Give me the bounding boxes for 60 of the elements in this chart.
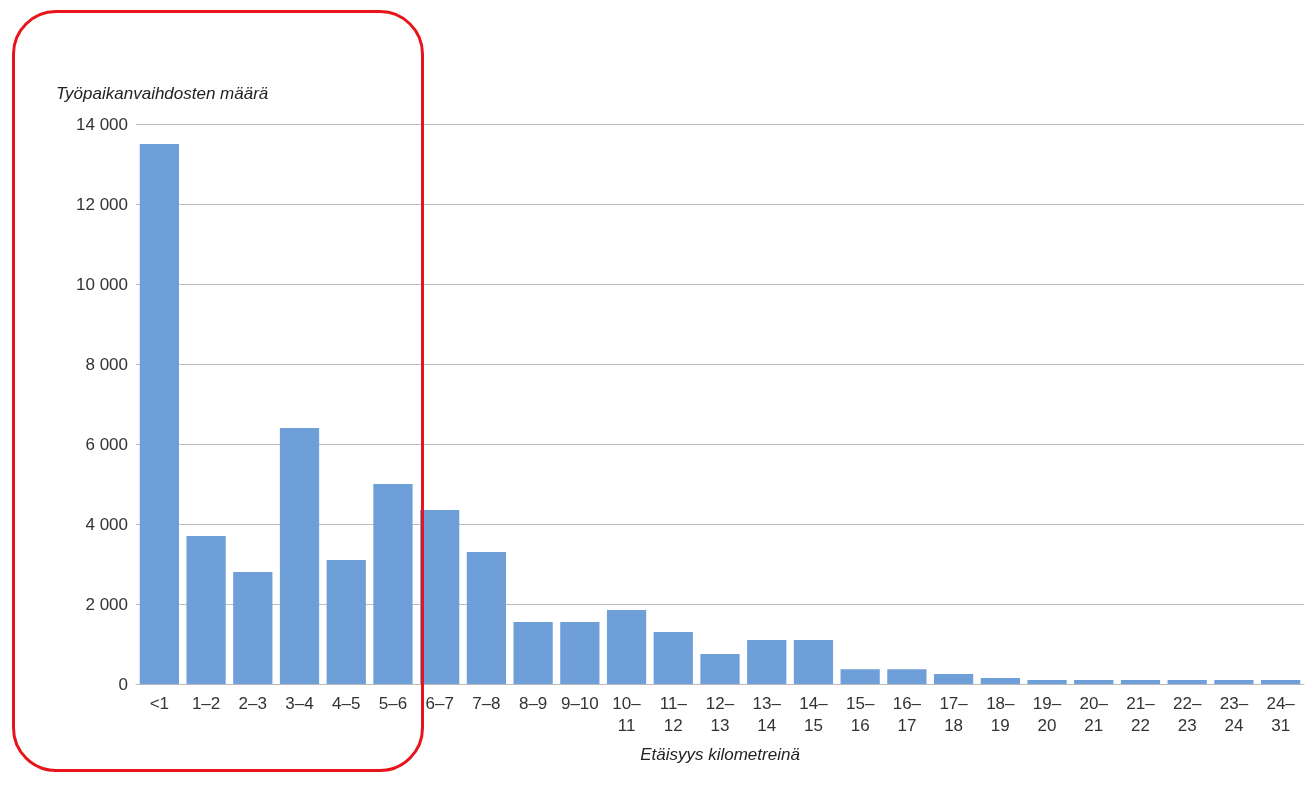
bar xyxy=(1167,680,1207,684)
bar xyxy=(840,669,880,684)
x-tick-label: 18–19 xyxy=(986,693,1016,735)
bar xyxy=(513,622,553,684)
x-tick-label: 24–31 xyxy=(1266,693,1296,735)
bar xyxy=(466,552,507,684)
y-tick-label: 8 000 xyxy=(85,354,128,374)
bar xyxy=(560,622,600,684)
bar xyxy=(279,428,320,684)
y-tick-label: 10 000 xyxy=(76,274,128,294)
x-tick-label: 2–3 xyxy=(238,693,267,713)
y-tick-label: 4 000 xyxy=(85,514,128,534)
y-axis-title: Työpaikanvaihdosten määrä xyxy=(56,84,269,103)
x-axis-title: Etäisyys kilometreinä xyxy=(640,745,800,764)
bar xyxy=(139,144,179,684)
y-tick-label: 14 000 xyxy=(76,114,128,134)
bar xyxy=(420,510,460,684)
bar xyxy=(933,674,974,684)
x-tick-label: 12–13 xyxy=(705,693,735,735)
x-tick-label: 21–22 xyxy=(1126,693,1156,735)
bar xyxy=(1120,680,1161,684)
x-tick-label: 17–18 xyxy=(939,693,969,735)
bar xyxy=(1214,680,1254,684)
x-tick-label: 20–21 xyxy=(1079,693,1109,735)
bar xyxy=(186,536,226,684)
x-tick-label: 19–20 xyxy=(1032,693,1062,735)
bar xyxy=(887,669,927,684)
bar xyxy=(1027,680,1067,684)
y-tick-label: 0 xyxy=(118,674,128,694)
x-tick-label: 22–23 xyxy=(1173,693,1202,735)
bar xyxy=(606,610,647,684)
x-tick-label: 3–4 xyxy=(285,693,314,713)
bar xyxy=(373,484,413,684)
bar xyxy=(326,560,366,684)
x-tick-label: 11–12 xyxy=(659,693,688,735)
x-tick-label: 6–7 xyxy=(425,693,454,713)
y-tick-label: 12 000 xyxy=(76,194,128,214)
x-tick-label: 23–24 xyxy=(1219,693,1249,735)
x-tick-label: 16–17 xyxy=(892,693,922,735)
x-tick-label: 15–16 xyxy=(845,693,875,735)
bar xyxy=(700,654,740,684)
bar xyxy=(1074,680,1114,684)
x-tick-label: 4–5 xyxy=(332,693,361,713)
bar xyxy=(793,640,834,684)
x-tick-label: 5–6 xyxy=(378,693,408,713)
bar xyxy=(980,678,1020,684)
bar xyxy=(653,632,693,684)
x-tick-label: 10–11 xyxy=(612,693,642,735)
x-tick-label: 14–15 xyxy=(799,693,829,735)
x-tick-label: 13–14 xyxy=(752,693,782,735)
bar xyxy=(747,640,787,684)
x-tick-label: 7–8 xyxy=(472,693,501,713)
x-tick-label: 9–10 xyxy=(560,693,599,713)
y-tick-label: 2 000 xyxy=(85,594,128,614)
bar xyxy=(233,572,273,684)
x-tick-label: 8–9 xyxy=(518,693,548,713)
y-tick-label: 6 000 xyxy=(85,434,128,454)
bar xyxy=(1261,680,1301,684)
x-tick-label: 1–2 xyxy=(191,693,221,713)
x-tick-label: <1 xyxy=(149,693,170,713)
